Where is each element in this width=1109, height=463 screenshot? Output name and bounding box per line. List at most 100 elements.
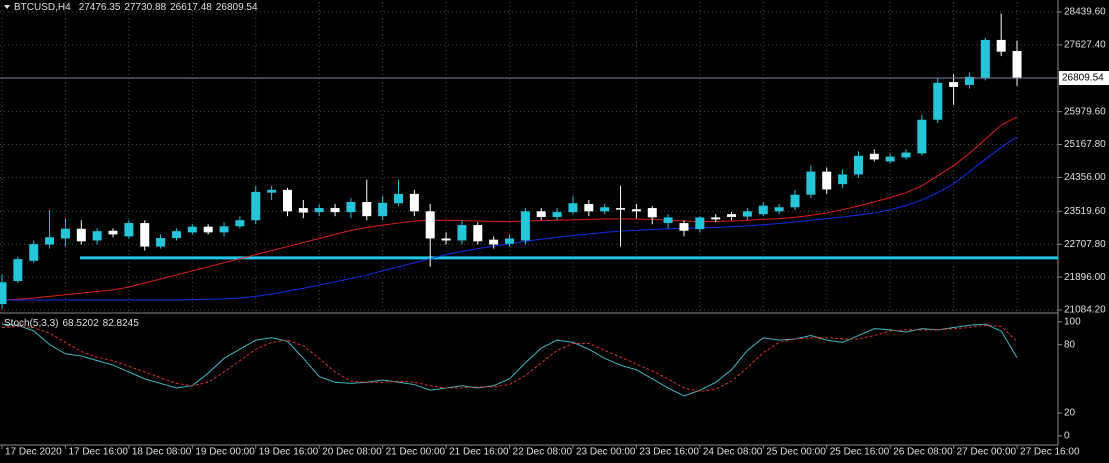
candle-body (394, 193, 403, 204)
y-tick-label: 25167.80 (1064, 139, 1106, 150)
candle-body (203, 226, 213, 233)
candle-body (1012, 51, 1022, 79)
candle-body (425, 211, 435, 239)
candle-body (156, 238, 166, 247)
y-tick-label: 21084.20 (1064, 305, 1106, 316)
y-tick-label: 27627.40 (1064, 40, 1106, 51)
candle-body (711, 217, 721, 220)
x-tick-label: 19 Dec 16:00 (259, 447, 319, 458)
candle-body (378, 202, 388, 217)
candle-body (60, 228, 70, 239)
candle-body (13, 259, 23, 282)
candle-body (76, 228, 86, 242)
x-tick-label: 18 Dec 08:00 (132, 447, 192, 458)
candle-body (885, 156, 895, 162)
y-tick-label: 24356.00 (1064, 172, 1106, 183)
y-tick-label: 100 (1064, 316, 1081, 327)
candle-body (473, 225, 483, 242)
candle-body (949, 82, 959, 87)
candle-body (187, 226, 197, 233)
y-tick-label: 0 (1064, 431, 1070, 442)
indicator-value: 68.5202 (62, 318, 99, 329)
indicator-header: Stoch(5,3,3) 68.5202 82.8245 (4, 318, 139, 329)
x-tick-label: 25 Dec 16:00 (830, 447, 890, 458)
candle-body (869, 153, 879, 160)
y-tick-label: 25979.60 (1064, 106, 1106, 117)
candle-body (663, 217, 673, 224)
candle-body (822, 171, 832, 190)
candle-body (219, 226, 229, 233)
header-value: 27476.35 (79, 2, 121, 13)
x-tick-label: 27 Dec 00:00 (957, 447, 1017, 458)
x-tick-label: 17 Dec 2020 (5, 447, 62, 458)
x-tick-label: 23 Dec 00:00 (576, 447, 636, 458)
x-tick-label: 25 Dec 00:00 (766, 447, 826, 458)
candle-body (235, 220, 245, 227)
header-value: 27730.88 (124, 2, 166, 13)
x-tick-label: 21 Dec 00:00 (386, 447, 446, 458)
candle-body (536, 211, 546, 217)
x-tick-label: 20 Dec 08:00 (322, 447, 382, 458)
x-tick-label: 24 Dec 08:00 (703, 447, 763, 458)
y-tick-label: 80 (1064, 339, 1076, 350)
last-price-box (1059, 71, 1109, 86)
candle-body (917, 119, 927, 154)
candle-body (409, 193, 419, 212)
candle-body (251, 191, 261, 221)
x-tick-label: 27 Dec 16:00 (1020, 447, 1080, 458)
candle-body (124, 223, 134, 237)
candle-body (790, 194, 800, 208)
candle-body (996, 39, 1006, 52)
candle-body (631, 209, 641, 212)
indicator-value: 82.8245 (103, 318, 140, 329)
stoch-line (1, 323, 1018, 397)
y-tick-label: 23519.60 (1064, 206, 1106, 217)
candle-body (758, 205, 768, 215)
candle-body (171, 231, 181, 239)
candle-body (853, 155, 863, 175)
candle-body (647, 208, 657, 218)
candle-body (29, 244, 39, 261)
x-tick-label: 19 Dec 00:00 (195, 447, 255, 458)
candle-body (92, 231, 102, 241)
candle-body (584, 204, 594, 212)
candle-body (0, 282, 7, 305)
y-tick-label: 28439.60 (1064, 7, 1106, 18)
candle-body (298, 208, 308, 213)
candle-body (774, 207, 784, 212)
candle-body (964, 76, 974, 85)
candle-body (45, 237, 55, 245)
chart-header: BTCUSD,H4 27476.35 27730.88 26617.48 26809.5… (14, 2, 258, 13)
candle-body (314, 208, 324, 213)
indicator-value: Stoch(5,3,3) (4, 318, 58, 329)
candle-body (901, 152, 911, 158)
candle-body (330, 208, 340, 213)
y-tick-label: 21896.00 (1064, 272, 1106, 283)
candle-body (552, 212, 562, 217)
candle-body (362, 201, 372, 217)
candle-body (505, 238, 515, 244)
candle-body (679, 223, 689, 231)
header-value: 26809.54 (216, 2, 258, 13)
candle-body (108, 230, 118, 235)
x-tick-label: 26 Dec 08:00 (893, 447, 953, 458)
candle-body (600, 207, 610, 212)
candle-body (980, 39, 990, 78)
menu-triangle (4, 5, 10, 9)
header-value: BTCUSD,H4 (14, 2, 71, 13)
stoch-line (1, 324, 1018, 392)
x-tick-label: 21 Dec 16:00 (449, 447, 509, 458)
x-tick-label: 22 Dec 08:00 (513, 447, 573, 458)
y-tick-label: 22707.80 (1064, 239, 1106, 250)
candle-body (933, 82, 943, 120)
candle-body (489, 239, 499, 245)
indicator-line (1, 116, 1018, 301)
candle-body (267, 189, 277, 193)
candle-body (616, 208, 626, 210)
candle-body (457, 225, 467, 241)
x-tick-label: 23 Dec 16:00 (639, 447, 699, 458)
candle-body (520, 211, 530, 241)
y-tick-label: 20 (1064, 408, 1076, 419)
candle-body (806, 171, 816, 195)
